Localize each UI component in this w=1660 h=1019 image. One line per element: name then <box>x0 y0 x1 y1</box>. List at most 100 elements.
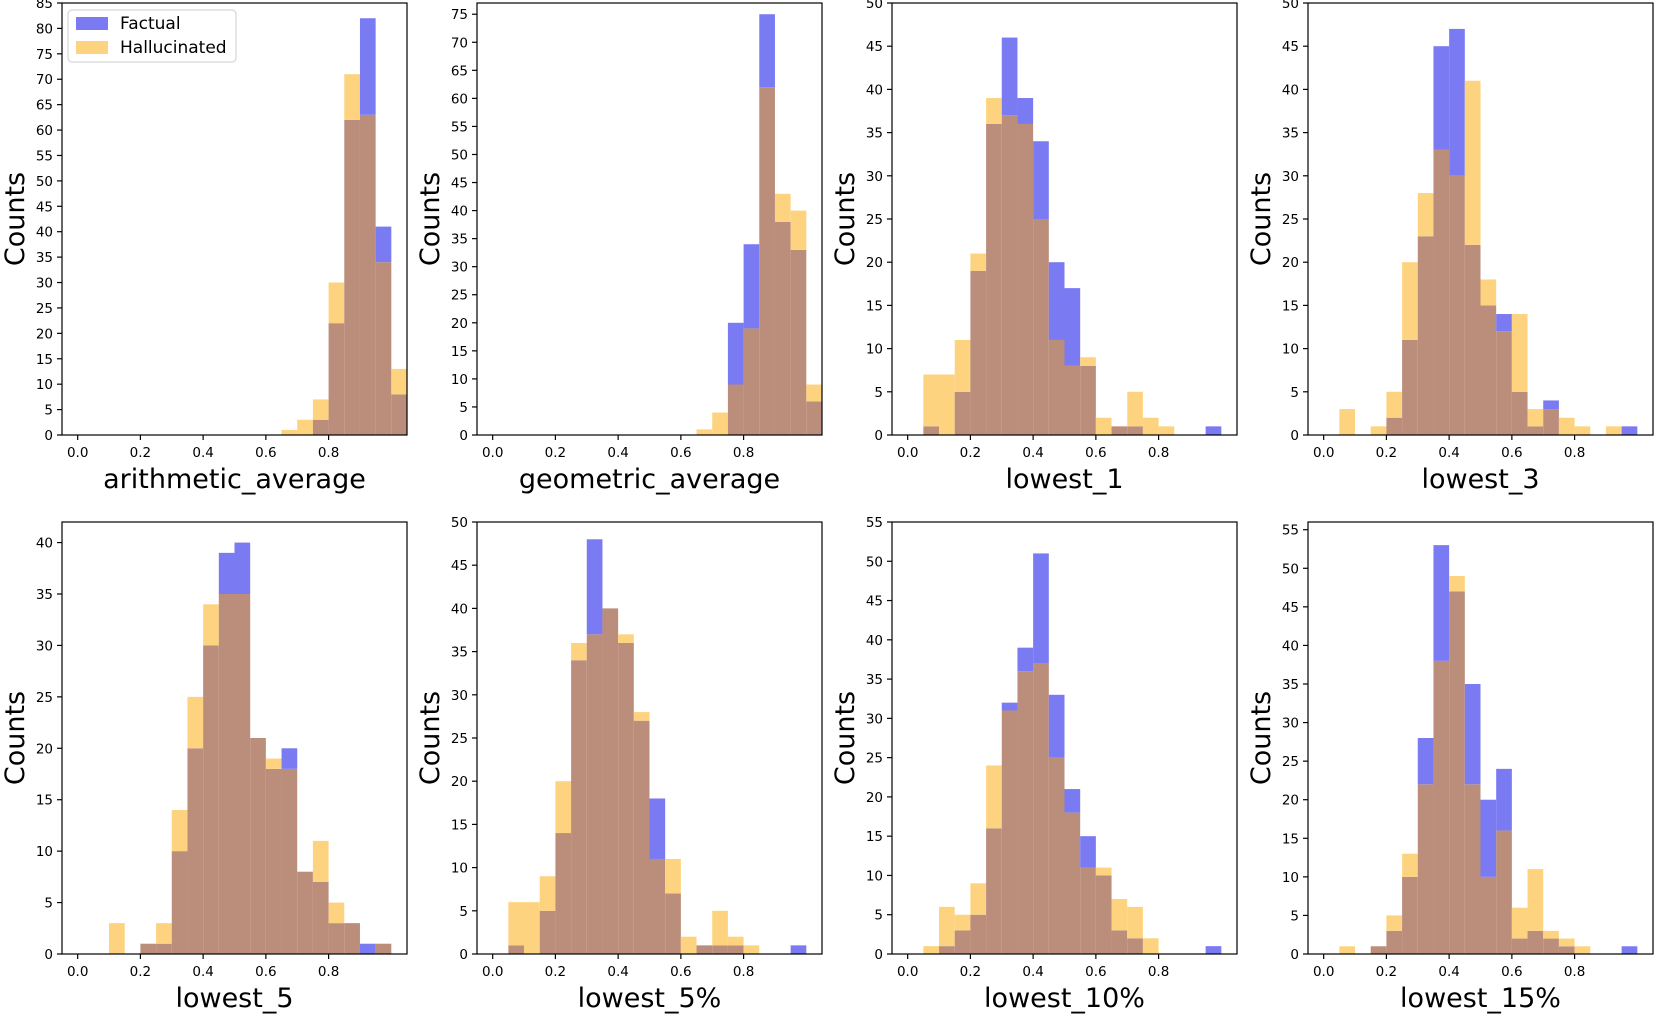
bar-overlap <box>1001 115 1018 435</box>
y-tick-label: 60 <box>36 123 53 139</box>
bar-overlap <box>1543 938 1559 954</box>
bar-overlap <box>1480 876 1497 954</box>
y-tick-label: 85 <box>36 0 53 12</box>
bar-overlap <box>939 946 955 954</box>
bar-hallucinated <box>265 758 282 769</box>
y-tick-label: 50 <box>866 554 883 570</box>
bar-factual <box>1621 946 1638 954</box>
x-tick-label: 0.8 <box>733 445 754 461</box>
y-axis-label: Counts <box>415 691 446 785</box>
bar-factual <box>359 18 376 115</box>
bar-hallucinated <box>712 412 728 435</box>
bar-hallucinated <box>156 923 172 944</box>
bar-factual <box>759 14 775 88</box>
x-tick-label: 0.4 <box>192 964 213 980</box>
bar-overlap <box>1496 331 1512 435</box>
y-tick-label: 35 <box>866 672 883 688</box>
y-tick-label: 20 <box>866 790 883 806</box>
y-tick-label: 5 <box>1290 385 1299 401</box>
bar-factual <box>281 748 298 769</box>
y-tick-label: 55 <box>36 148 53 164</box>
bar-overlap <box>203 645 219 954</box>
bar-hallucinated <box>1142 938 1159 954</box>
bar-factual <box>1621 426 1638 435</box>
y-tick-label: 80 <box>36 21 53 37</box>
bar-overlap <box>171 851 188 954</box>
bar-overlap <box>790 249 807 435</box>
bar-hallucinated <box>1386 915 1403 931</box>
bar-factual <box>1064 789 1081 813</box>
y-tick-label: 55 <box>451 119 468 135</box>
y-tick-label: 0 <box>459 428 468 444</box>
bar-overlap <box>1464 244 1481 435</box>
bar-factual <box>1480 799 1497 877</box>
x-tick-label: 0.4 <box>1022 445 1043 461</box>
x-tick-label: 0.8 <box>318 964 339 980</box>
bar-overlap <box>1064 365 1081 435</box>
bar-overlap <box>1048 757 1065 954</box>
bar-overlap <box>586 634 603 954</box>
subplot-lowest-3: 0.0 0.2 0.4 0.6 0.8 0 5 10 15 20 25 30 35 40 45 50 lowes… <box>1246 0 1654 495</box>
x-tick-label: 0.4 <box>607 964 628 980</box>
axes-frame <box>1307 521 1654 955</box>
y-tick-label: 40 <box>866 633 883 649</box>
x-tick-label: 0.2 <box>1376 445 1397 461</box>
y-tick-label: 25 <box>451 288 468 304</box>
y-tick-label: 65 <box>36 98 53 114</box>
y-tick-label: 50 <box>451 515 468 531</box>
bar-hallucinated <box>1558 417 1575 435</box>
bar-overlap <box>187 748 204 954</box>
axes-frame <box>61 521 408 955</box>
y-tick-label: 10 <box>866 868 883 884</box>
y-tick-label: 40 <box>451 204 468 220</box>
y-tick-label: 5 <box>44 896 53 912</box>
x-tick-label: 0.2 <box>545 964 566 980</box>
bar-hallucinated <box>344 74 360 120</box>
bar-overlap <box>986 123 1002 436</box>
y-axis-label: Counts <box>0 691 31 785</box>
y-tick-label: 45 <box>451 558 468 574</box>
bar-hallucinated <box>391 368 407 395</box>
bar-factual <box>1449 28 1465 176</box>
bar-hallucinated <box>1111 899 1128 931</box>
bar-overlap <box>391 394 407 435</box>
y-tick-label: 0 <box>1290 428 1299 444</box>
bar-overlap <box>234 594 251 954</box>
bar-hallucinated <box>1464 80 1481 245</box>
y-tick-label: 20 <box>36 326 53 342</box>
bar-factual <box>1033 553 1049 664</box>
x-axis-label: lowest_1 <box>1005 464 1123 495</box>
x-tick-label: 0.4 <box>192 445 213 461</box>
y-tick-label: 35 <box>36 250 53 266</box>
bar-overlap <box>297 871 313 954</box>
bar-hallucinated <box>1127 391 1143 427</box>
bar-overlap <box>633 720 650 954</box>
y-tick-label: 55 <box>866 515 883 531</box>
bar-hallucinated <box>571 642 587 661</box>
legend: Factual Hallucinated <box>67 9 237 63</box>
bar-hallucinated <box>923 946 940 954</box>
axes-frame <box>61 2 408 436</box>
bar-overlap <box>1127 426 1143 435</box>
y-tick-label: 0 <box>44 428 53 444</box>
x-axis-label: lowest_15% <box>1400 983 1561 1014</box>
x-tick-label: 0.6 <box>255 964 276 980</box>
y-axis-label: Counts <box>830 691 861 785</box>
bar-overlap <box>1511 938 1528 954</box>
bar-hallucinated <box>696 429 713 435</box>
bar-overlap <box>539 910 556 954</box>
bar-hallucinated <box>1527 869 1544 931</box>
bar-factual <box>1496 768 1512 831</box>
x-tick-label: 0.6 <box>1085 964 1106 980</box>
y-tick-label: 30 <box>451 260 468 276</box>
y-tick-label: 40 <box>451 601 468 617</box>
y-tick-label: 0 <box>874 428 883 444</box>
bar-factual <box>1417 738 1434 785</box>
y-tick-label: 10 <box>866 342 883 358</box>
y-tick-label: 30 <box>866 711 883 727</box>
y-tick-label: 5 <box>44 403 53 419</box>
x-tick-label: 0.0 <box>482 445 503 461</box>
x-tick-label: 0.0 <box>1313 445 1334 461</box>
bar-hallucinated <box>1480 279 1497 306</box>
bar-hallucinated <box>790 210 807 250</box>
